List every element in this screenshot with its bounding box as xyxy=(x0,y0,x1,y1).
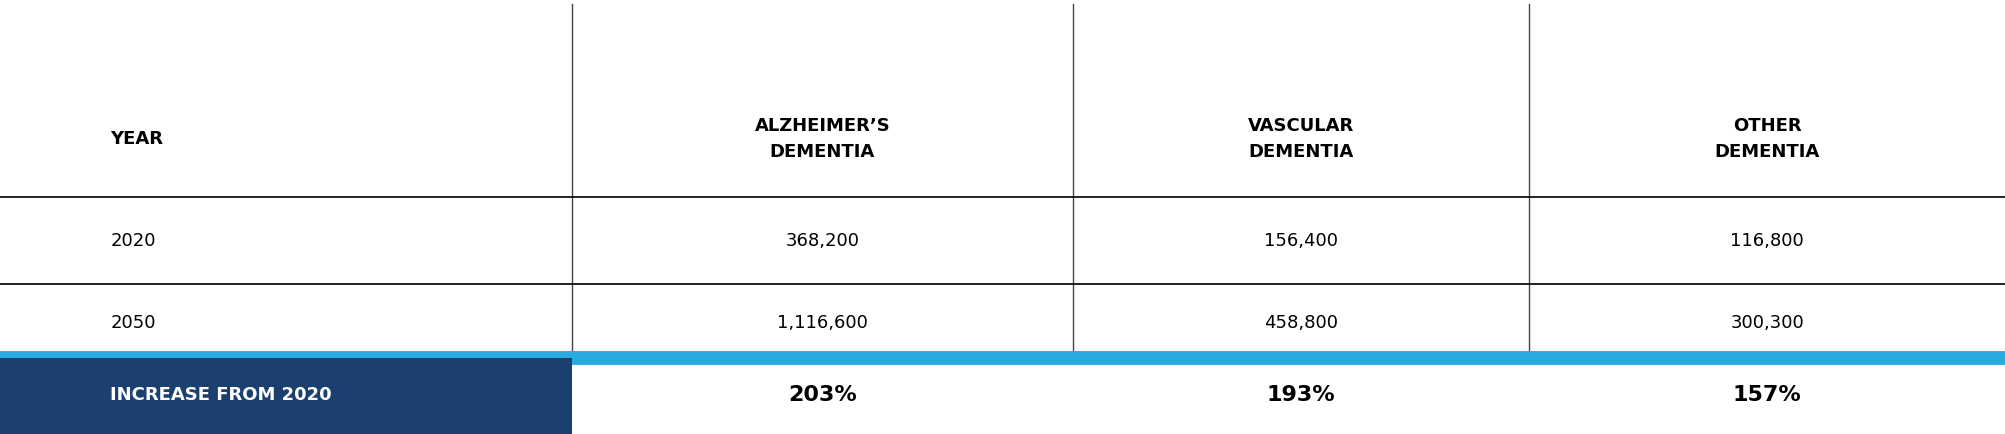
Text: 1,116,600: 1,116,600 xyxy=(776,314,868,332)
Text: 203%: 203% xyxy=(788,385,856,405)
Text: 2050: 2050 xyxy=(110,314,156,332)
Text: VASCULAR
DEMENTIA: VASCULAR DEMENTIA xyxy=(1247,117,1353,161)
Text: 116,800: 116,800 xyxy=(1730,232,1802,250)
Text: 156,400: 156,400 xyxy=(1263,232,1337,250)
Text: INCREASE FROM 2020: INCREASE FROM 2020 xyxy=(110,386,331,404)
Text: ALZHEIMER’S
DEMENTIA: ALZHEIMER’S DEMENTIA xyxy=(754,117,890,161)
Text: 368,200: 368,200 xyxy=(786,232,858,250)
Text: 193%: 193% xyxy=(1265,385,1335,405)
Text: 157%: 157% xyxy=(1732,385,1800,405)
Text: YEAR: YEAR xyxy=(110,130,162,148)
Text: 458,800: 458,800 xyxy=(1263,314,1337,332)
Text: OTHER
DEMENTIA: OTHER DEMENTIA xyxy=(1714,117,1819,161)
FancyBboxPatch shape xyxy=(0,358,571,434)
Text: 300,300: 300,300 xyxy=(1730,314,1802,332)
Text: 2020: 2020 xyxy=(110,232,156,250)
